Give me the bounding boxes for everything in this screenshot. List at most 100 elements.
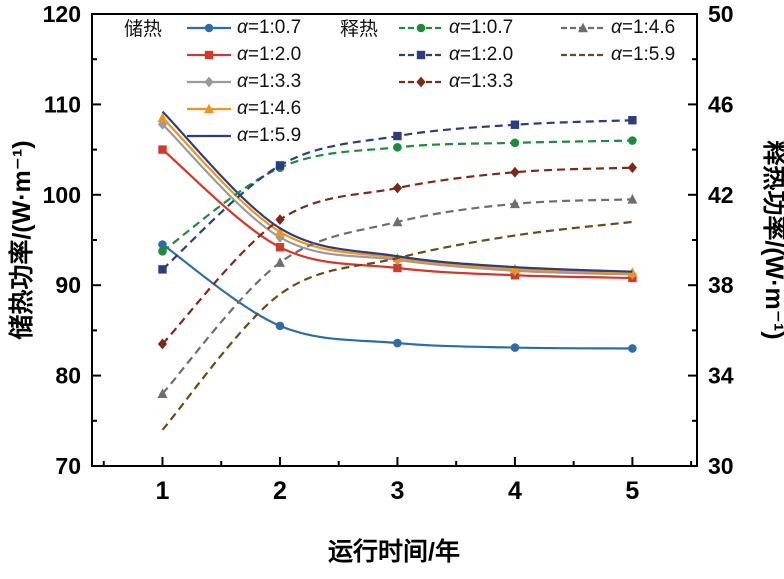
left-tick-label: 120 — [43, 1, 81, 27]
release-alpha-1-2.0-marker — [628, 116, 637, 125]
release-alpha-1-2.0-marker — [393, 131, 402, 141]
release-alpha-1-5.9-line — [161, 220, 633, 431]
storage-alpha-1-2.0-marker — [393, 263, 402, 273]
right-tick-label: 38 — [708, 272, 734, 298]
release-alpha-1-4.6-legend-swatch — [561, 22, 605, 32]
series-layer — [157, 110, 638, 431]
release-alpha-1-2.0-marker — [158, 265, 167, 274]
storage-alpha-1-4.6-line — [161, 117, 633, 274]
storage-alpha-1-0.7-legend-swatch — [187, 23, 231, 32]
release-alpha-1-4.6-marker — [274, 257, 285, 267]
release-alpha-1-0.7-legend-swatch — [399, 23, 443, 32]
right-tick-label: 30 — [708, 453, 734, 479]
release-alpha-1-3.3-marker — [627, 162, 637, 174]
legend-series-label: α=1:0.7 — [449, 16, 514, 38]
release-alpha-1-2.0-legend-marker — [416, 50, 426, 59]
left-axis-title: 储热功率/(W·m⁻¹) — [7, 140, 36, 339]
release-alpha-1-4.6-marker — [392, 216, 403, 227]
storage-alpha-1-3.3-legend-swatch — [187, 76, 231, 87]
x-tick-label: 2 — [273, 477, 287, 505]
release-alpha-1-3.3-legend-swatch — [399, 76, 443, 87]
legend-item-storage-alpha-1-3.3: α=1:3.3 — [124, 68, 301, 95]
x-tick-label: 5 — [625, 477, 639, 505]
storage-alpha-1-2.0-marker — [158, 145, 167, 154]
x-tick-label: 3 — [390, 477, 404, 505]
legend-series-label: α=1:4.6 — [611, 16, 676, 38]
storage-alpha-1-2.0-legend-marker — [204, 50, 214, 59]
release-alpha-1-2.0-line — [161, 119, 633, 271]
left-tick-label: 70 — [55, 453, 81, 479]
release-alpha-1-3.3-marker — [510, 166, 520, 178]
legend-item-storage-alpha-1-5.9: α=1:5.9 — [124, 122, 301, 149]
release-alpha-1-4.6-marker — [509, 198, 520, 209]
right-axis-title: 释热功率/(W·m⁻¹) — [760, 140, 784, 339]
release-alpha-1-0.7-line — [161, 139, 633, 253]
release-alpha-1-4.6-marker — [157, 388, 168, 398]
legend-column-2: 释热 α=1:0.7 α=1:2.0 α=1:3.3 — [340, 14, 513, 95]
right-tick-label: 50 — [708, 1, 734, 27]
storage-alpha-1-3.3-line — [161, 123, 633, 276]
legend-series-label: α=1:2.0 — [237, 43, 302, 65]
storage-alpha-1-3.3-legend-marker — [204, 76, 214, 87]
legend-item-storage-alpha-1-0.7: 储热 α=1:0.7 — [124, 14, 301, 41]
left-tick-label: 90 — [55, 272, 81, 298]
storage-alpha-1-4.6-marker — [627, 267, 638, 277]
release-alpha-1-2.0-legend-swatch — [399, 50, 443, 59]
legend-series-label: α=1:3.3 — [237, 70, 302, 92]
legend-group-label: 释热 — [340, 19, 379, 40]
legend-item-storage-alpha-1-2.0: α=1:2.0 — [124, 41, 301, 68]
legend-series-label: α=1:5.9 — [237, 124, 302, 146]
release-alpha-1-4.6-line — [161, 198, 633, 395]
release-alpha-1-3.3-legend-marker — [416, 76, 426, 87]
legend-item-release-alpha-1-2.0: α=1:2.0 — [340, 41, 513, 68]
storage-alpha-1-2.0-line — [161, 148, 633, 280]
right-tick-label: 46 — [708, 91, 734, 117]
legend-column-3: α=1:4.6 α=1:5.9 — [560, 14, 675, 68]
legend-series-label: α=1:0.7 — [237, 16, 302, 38]
storage-alpha-1-0.7-marker — [393, 338, 402, 348]
legend-series-label: α=1:5.9 — [611, 43, 676, 65]
legend-item-storage-alpha-1-4.6: α=1:4.6 — [124, 95, 301, 122]
x-axis-title: 运行时间/年 — [328, 537, 460, 566]
storage-alpha-1-0.7-marker — [275, 321, 285, 331]
release-alpha-1-3.3-marker — [275, 214, 285, 226]
storage-alpha-1-4.6-marker — [157, 112, 168, 123]
x-tick-label: 4 — [508, 477, 522, 505]
storage-alpha-1-2.0-legend-swatch — [187, 50, 231, 59]
storage-alpha-1-0.7-marker — [510, 343, 520, 352]
storage-alpha-1-0.7-marker — [158, 240, 167, 249]
legend-series-label: α=1:3.3 — [449, 70, 514, 92]
release-alpha-1-5.9-legend-swatch — [561, 53, 605, 56]
release-alpha-1-0.7-marker — [510, 138, 520, 148]
release-alpha-1-0.7-marker — [158, 247, 167, 256]
storage-alpha-1-4.6-marker — [509, 263, 520, 274]
right-tick-label: 42 — [708, 182, 734, 208]
left-tick-label: 110 — [44, 91, 81, 117]
legend-column-1: 储热 α=1:0.7 α=1:2.0 α=1:3.3 α=1:4.6 α=1:5.9 — [124, 14, 301, 149]
legend-item-release-alpha-1-4.6: α=1:4.6 — [560, 14, 675, 41]
left-tick-label: 80 — [55, 363, 81, 389]
left-tick-label: 100 — [43, 182, 81, 208]
legend-series-label: α=1:4.6 — [237, 97, 302, 119]
legend-item-release-alpha-1-0.7: 释热 α=1:0.7 — [340, 14, 513, 41]
legend-group-label: 储热 — [124, 19, 163, 40]
storage-alpha-1-5.9-legend-swatch — [187, 134, 231, 137]
release-alpha-1-2.0-marker — [510, 120, 520, 129]
legend-series-label: α=1:2.0 — [449, 43, 514, 65]
storage-alpha-1-0.7-marker — [628, 344, 637, 353]
legend-item-release-alpha-1-5.9: α=1:5.9 — [560, 41, 675, 68]
release-alpha-1-0.7-marker — [628, 136, 637, 145]
release-alpha-1-0.7-legend-marker — [416, 23, 426, 32]
legend-item-release-alpha-1-3.3: α=1:3.3 — [340, 68, 513, 95]
right-tick-label: 34 — [708, 363, 734, 389]
storage-alpha-1-0.7-line — [161, 243, 633, 350]
release-alpha-1-3.3-marker — [157, 338, 168, 350]
storage-alpha-1-4.6-legend-marker — [204, 103, 214, 113]
release-alpha-1-2.0-marker — [275, 161, 285, 170]
storage-alpha-1-4.6-legend-swatch — [187, 103, 231, 113]
storage-alpha-1-0.7-legend-marker — [204, 23, 214, 32]
release-alpha-1-3.3-line — [161, 166, 633, 345]
